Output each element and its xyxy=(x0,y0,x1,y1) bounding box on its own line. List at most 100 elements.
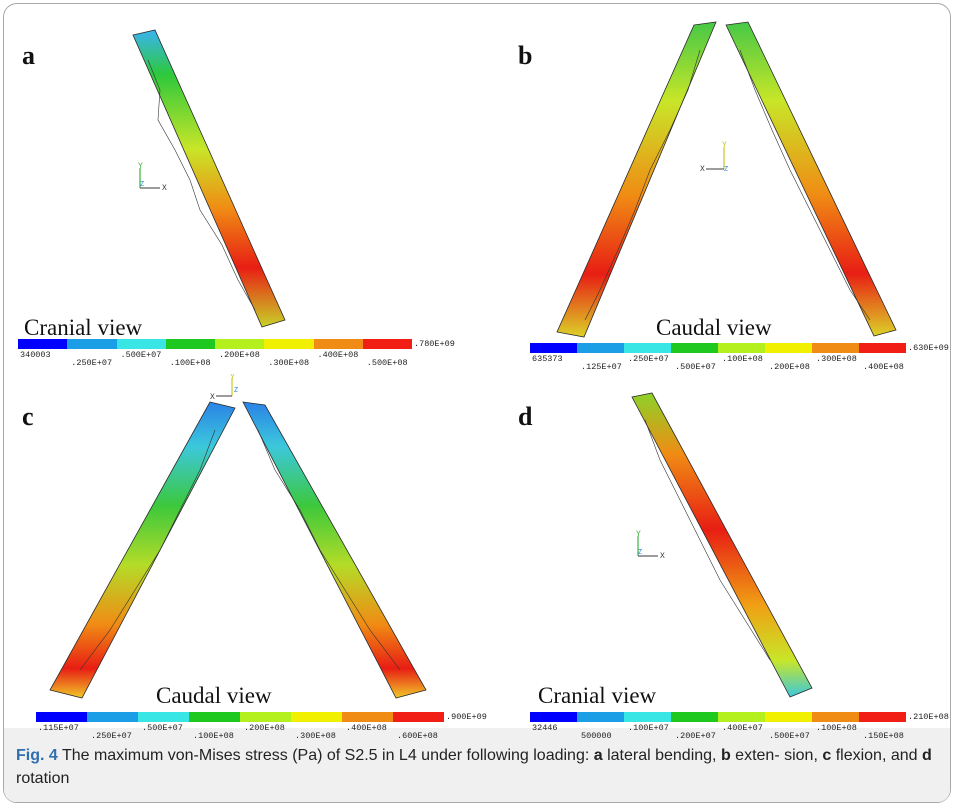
colorbar-segment xyxy=(859,712,906,722)
caption-text: The maximum von-Mises stress (Pa) of S2.… xyxy=(16,747,932,787)
colorbar-segment xyxy=(240,712,291,722)
panel-a-colorbar xyxy=(18,339,412,349)
svg-text:Y: Y xyxy=(230,374,235,382)
colorbar-tick-label: .500E+08 xyxy=(366,358,408,368)
colorbar-tick-label: .100E+08 xyxy=(193,731,234,741)
colorbar-tick-label: .500E+07 xyxy=(769,731,810,741)
colorbar-tick-label: .600E+08 xyxy=(397,731,438,741)
panel-a-letter: a xyxy=(22,41,35,70)
colorbar-tick-label: .780E+09 xyxy=(414,339,455,349)
colorbar-tick-label: .400E+07 xyxy=(722,723,763,733)
panel-c-view-label: Caudal view xyxy=(156,683,272,708)
caption-fragment: flexion, and xyxy=(831,747,922,764)
svg-text:X: X xyxy=(162,184,167,192)
colorbar-segment xyxy=(313,339,363,349)
panel-c-letter: c xyxy=(22,402,34,431)
colorbar-segment xyxy=(342,712,393,722)
colorbar-tick-label: .400E+08 xyxy=(863,362,904,372)
caption-fragment: exten- sion, xyxy=(730,747,823,764)
caption-panel-key: c xyxy=(822,747,832,764)
svg-text:X: X xyxy=(210,393,215,402)
colorbar-segment xyxy=(87,712,138,722)
svg-text:Y: Y xyxy=(722,141,727,150)
colorbar-tick-label: .115E+07 xyxy=(38,723,79,733)
colorbar-tick-label: .400E+08 xyxy=(346,723,387,733)
colorbar-segment xyxy=(189,712,240,722)
colorbar-tick-label: .100E+08 xyxy=(816,723,857,733)
svg-text:Z: Z xyxy=(140,181,144,189)
colorbar-segment xyxy=(577,343,624,353)
colorbar-tick-label: .250E+07 xyxy=(628,354,669,364)
colorbar-tick-label: 32446 xyxy=(532,723,558,733)
panel-b-letter: b xyxy=(518,41,533,70)
svg-text:X: X xyxy=(660,552,665,560)
colorbar-segment xyxy=(215,339,265,349)
colorbar-tick-label: .250E+07 xyxy=(71,358,113,368)
colorbar-segment xyxy=(530,712,577,722)
colorbar-segment xyxy=(812,712,859,722)
caption-fragment: rotation xyxy=(16,770,70,787)
colorbar-segment xyxy=(718,712,765,722)
caption-panel-key: d xyxy=(921,747,932,764)
axis-triad-icon: Y X Z xyxy=(700,141,728,173)
axis-triad-icon: Y X Z xyxy=(138,162,167,192)
svg-text:Z: Z xyxy=(724,166,728,173)
panel-a-view-label: Cranial view xyxy=(24,315,143,340)
colorbar-segment xyxy=(264,339,314,349)
svg-text:X: X xyxy=(700,165,705,173)
svg-text:Z: Z xyxy=(638,549,642,557)
figure-label: Fig. 4 xyxy=(16,747,58,764)
colorbar-tick-label: .100E+08 xyxy=(169,358,211,368)
panel-d-letter: d xyxy=(518,402,533,431)
svg-text:Z: Z xyxy=(234,387,238,395)
svg-text:Y: Y xyxy=(138,162,143,171)
colorbar-segment xyxy=(36,712,87,722)
colorbar-tick-label: 500000 xyxy=(581,731,612,741)
colorbar-tick-label: .210E+08 xyxy=(908,712,949,722)
colorbar-tick-label: .200E+08 xyxy=(244,723,285,733)
caption-fragment: The maximum von-Mises stress (Pa) of S2.… xyxy=(57,747,594,764)
figure-frame xyxy=(3,3,951,803)
colorbar-tick-label: .300E+08 xyxy=(816,354,857,364)
colorbar-tick-label: .900E+09 xyxy=(446,712,487,722)
colorbar-segment xyxy=(362,339,412,349)
panel-d-colorbar xyxy=(530,712,906,722)
panel-b-colorbar xyxy=(530,343,906,353)
colorbar-segment xyxy=(859,343,906,353)
colorbar-tick-label: .100E+08 xyxy=(722,354,763,364)
colorbar-tick-label: .150E+08 xyxy=(863,731,904,741)
colorbar-segment xyxy=(165,339,215,349)
caption-panel-key: a xyxy=(593,747,603,764)
colorbar-segment xyxy=(393,712,444,722)
axis-triad-icon: Y X Z xyxy=(636,530,665,560)
colorbar-segment xyxy=(577,712,624,722)
colorbar-tick-label: 635373 xyxy=(532,354,563,364)
colorbar-tick-label: .630E+09 xyxy=(908,343,949,353)
colorbar-tick-label: .500E+07 xyxy=(120,350,162,360)
axis-triad-icon: Y X Z xyxy=(210,374,238,402)
figure-caption: Fig. 4 The maximum von-Mises stress (Pa)… xyxy=(16,744,936,790)
colorbar-segment xyxy=(812,343,859,353)
colorbar-tick-label: .200E+08 xyxy=(769,362,810,372)
colorbar-segment xyxy=(671,343,718,353)
colorbar-segment xyxy=(718,343,765,353)
colorbar-tick-label: .200E+08 xyxy=(219,350,260,360)
colorbar-tick-label: .100E+07 xyxy=(628,723,669,733)
colorbar-tick-label: .500E+07 xyxy=(675,362,716,372)
colorbar-tick-label: 340003 xyxy=(20,350,51,360)
colorbar-tick-label: .500E+07 xyxy=(142,723,183,733)
colorbar-segment xyxy=(530,343,577,353)
colorbar-tick-label: .125E+07 xyxy=(581,362,622,372)
panel-c-colorbar xyxy=(36,712,444,722)
colorbar-tick-label: .300E+08 xyxy=(295,731,336,741)
colorbar-segment xyxy=(671,712,718,722)
panel-d-view-label: Cranial view xyxy=(538,683,657,708)
svg-text:Y: Y xyxy=(636,530,641,539)
colorbar-tick-label: .250E+07 xyxy=(91,731,132,741)
colorbar-segment xyxy=(18,339,68,349)
colorbar-segment xyxy=(765,712,812,722)
caption-band xyxy=(4,728,950,802)
colorbar-tick-label: .200E+07 xyxy=(675,731,716,741)
colorbar-segment xyxy=(765,343,812,353)
